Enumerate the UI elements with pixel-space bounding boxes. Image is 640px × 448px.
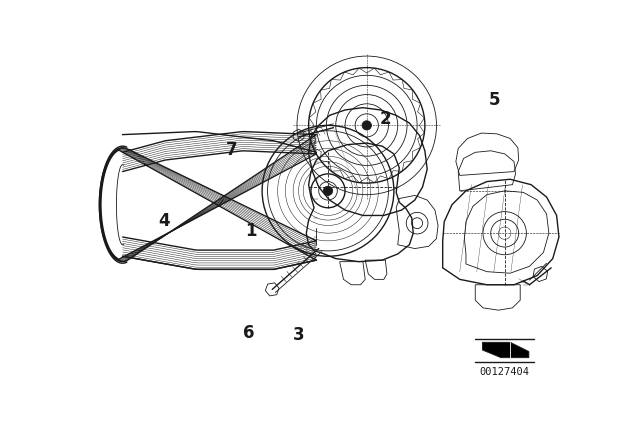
Circle shape bbox=[362, 121, 371, 130]
Text: 2: 2 bbox=[380, 110, 391, 128]
Polygon shape bbox=[483, 342, 529, 358]
Text: 5: 5 bbox=[488, 91, 500, 109]
Text: 00127404: 00127404 bbox=[479, 366, 529, 377]
Text: 4: 4 bbox=[159, 212, 170, 230]
Text: 3: 3 bbox=[292, 326, 304, 344]
Circle shape bbox=[323, 186, 333, 195]
Text: 6: 6 bbox=[243, 324, 254, 342]
Text: 1: 1 bbox=[245, 222, 257, 241]
Text: 7: 7 bbox=[225, 142, 237, 159]
